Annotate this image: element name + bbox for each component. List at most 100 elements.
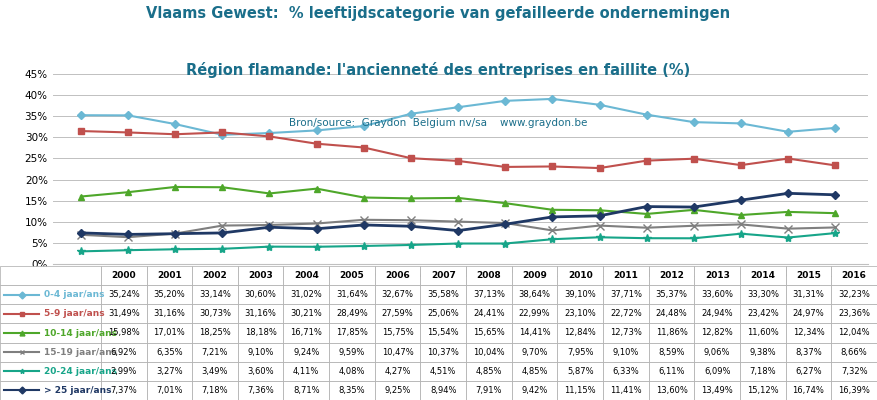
- Text: 30,73%: 30,73%: [199, 309, 231, 318]
- FancyBboxPatch shape: [283, 381, 329, 400]
- 0-4 jaar/ans: [736, 121, 746, 126]
- FancyBboxPatch shape: [374, 324, 420, 342]
- 0-4 jaar/ans: [123, 113, 133, 118]
- FancyBboxPatch shape: [466, 266, 512, 285]
- FancyBboxPatch shape: [603, 342, 649, 362]
- FancyBboxPatch shape: [786, 304, 831, 324]
- Text: 31,49%: 31,49%: [108, 309, 139, 318]
- Text: 16,39%: 16,39%: [838, 386, 870, 395]
- FancyBboxPatch shape: [146, 285, 192, 304]
- Text: 3,49%: 3,49%: [202, 367, 228, 376]
- FancyBboxPatch shape: [420, 304, 466, 324]
- 0-4 jaar/ans: [641, 112, 652, 117]
- Text: 18,25%: 18,25%: [199, 328, 231, 338]
- Text: 35,20%: 35,20%: [153, 290, 185, 299]
- 20-24 jaar/ans: [783, 235, 794, 240]
- FancyBboxPatch shape: [329, 266, 374, 285]
- Text: 2010: 2010: [568, 271, 593, 280]
- FancyBboxPatch shape: [512, 304, 558, 324]
- FancyBboxPatch shape: [740, 381, 786, 400]
- Text: 24,41%: 24,41%: [473, 309, 505, 318]
- Text: 31,16%: 31,16%: [153, 309, 185, 318]
- 10-14 jaar/ans: [595, 208, 605, 213]
- 15-19 jaar/ans: [359, 217, 369, 222]
- FancyBboxPatch shape: [283, 285, 329, 304]
- FancyBboxPatch shape: [146, 342, 192, 362]
- FancyBboxPatch shape: [786, 285, 831, 304]
- Text: 5-9 jaar/ans: 5-9 jaar/ans: [44, 309, 104, 318]
- 5-9 jaar/ans: [736, 163, 746, 168]
- 15-19 jaar/ans: [736, 222, 746, 227]
- 20-24 jaar/ans: [736, 231, 746, 236]
- > 25 jaar/ans: [641, 204, 652, 209]
- FancyBboxPatch shape: [695, 304, 740, 324]
- FancyBboxPatch shape: [374, 304, 420, 324]
- Text: 23,36%: 23,36%: [838, 309, 870, 318]
- 5-9 jaar/ans: [311, 141, 322, 146]
- Text: 6,27%: 6,27%: [795, 367, 822, 376]
- FancyBboxPatch shape: [146, 362, 192, 381]
- Text: 7,32%: 7,32%: [841, 367, 867, 376]
- Line: 5-9 jaar/ans: 5-9 jaar/ans: [78, 128, 838, 171]
- Text: 2009: 2009: [522, 271, 547, 280]
- 5-9 jaar/ans: [595, 166, 605, 170]
- 10-14 jaar/ans: [453, 196, 463, 200]
- FancyBboxPatch shape: [649, 304, 695, 324]
- Line: > 25 jaar/ans: > 25 jaar/ans: [78, 190, 838, 237]
- Text: 6,11%: 6,11%: [659, 367, 685, 376]
- FancyBboxPatch shape: [192, 266, 238, 285]
- Text: 2001: 2001: [157, 271, 182, 280]
- > 25 jaar/ans: [406, 224, 417, 229]
- Text: 15,65%: 15,65%: [473, 328, 505, 338]
- Text: 33,30%: 33,30%: [747, 290, 779, 299]
- FancyBboxPatch shape: [466, 342, 512, 362]
- FancyBboxPatch shape: [649, 285, 695, 304]
- Text: 6,92%: 6,92%: [111, 348, 137, 357]
- Text: 12,04%: 12,04%: [838, 328, 870, 338]
- Text: 0-4 jaar/ans: 0-4 jaar/ans: [44, 290, 104, 299]
- 20-24 jaar/ans: [311, 244, 322, 249]
- 20-24 jaar/ans: [500, 241, 510, 246]
- Text: 6,09%: 6,09%: [704, 367, 731, 376]
- > 25 jaar/ans: [311, 226, 322, 231]
- Text: 8,71%: 8,71%: [293, 386, 319, 395]
- Text: 20-24 jaar/ans: 20-24 jaar/ans: [44, 367, 117, 376]
- 0-4 jaar/ans: [75, 113, 86, 118]
- FancyBboxPatch shape: [374, 362, 420, 381]
- Text: 6,33%: 6,33%: [612, 367, 639, 376]
- FancyBboxPatch shape: [558, 381, 603, 400]
- Text: 2003: 2003: [248, 271, 273, 280]
- 20-24 jaar/ans: [641, 236, 652, 241]
- 10-14 jaar/ans: [264, 191, 275, 196]
- FancyBboxPatch shape: [374, 266, 420, 285]
- Text: 23,10%: 23,10%: [565, 309, 596, 318]
- FancyBboxPatch shape: [649, 342, 695, 362]
- Text: 4,85%: 4,85%: [521, 367, 548, 376]
- Text: 2016: 2016: [842, 271, 866, 280]
- FancyBboxPatch shape: [420, 342, 466, 362]
- FancyBboxPatch shape: [238, 362, 283, 381]
- FancyBboxPatch shape: [695, 342, 740, 362]
- Text: 14,41%: 14,41%: [519, 328, 551, 338]
- Text: 8,37%: 8,37%: [795, 348, 822, 357]
- 10-14 jaar/ans: [217, 185, 228, 190]
- FancyBboxPatch shape: [603, 285, 649, 304]
- Text: 13,60%: 13,60%: [656, 386, 688, 395]
- Text: 39,10%: 39,10%: [565, 290, 596, 299]
- FancyBboxPatch shape: [558, 304, 603, 324]
- Text: 11,60%: 11,60%: [747, 328, 779, 338]
- FancyBboxPatch shape: [238, 304, 283, 324]
- Text: 4,85%: 4,85%: [475, 367, 503, 376]
- Text: 23,42%: 23,42%: [747, 309, 779, 318]
- Text: 9,24%: 9,24%: [293, 348, 319, 357]
- 0-4 jaar/ans: [547, 96, 558, 101]
- > 25 jaar/ans: [453, 228, 463, 233]
- Text: Vlaams Gewest:  % leeftijdscategorie van gefailleerde ondernemingen: Vlaams Gewest: % leeftijdscategorie van …: [146, 6, 731, 21]
- Text: 11,86%: 11,86%: [656, 328, 688, 338]
- FancyBboxPatch shape: [146, 381, 192, 400]
- 10-14 jaar/ans: [688, 208, 699, 212]
- 15-19 jaar/ans: [453, 219, 463, 224]
- FancyBboxPatch shape: [329, 285, 374, 304]
- 0-4 jaar/ans: [217, 132, 228, 137]
- FancyBboxPatch shape: [0, 266, 101, 285]
